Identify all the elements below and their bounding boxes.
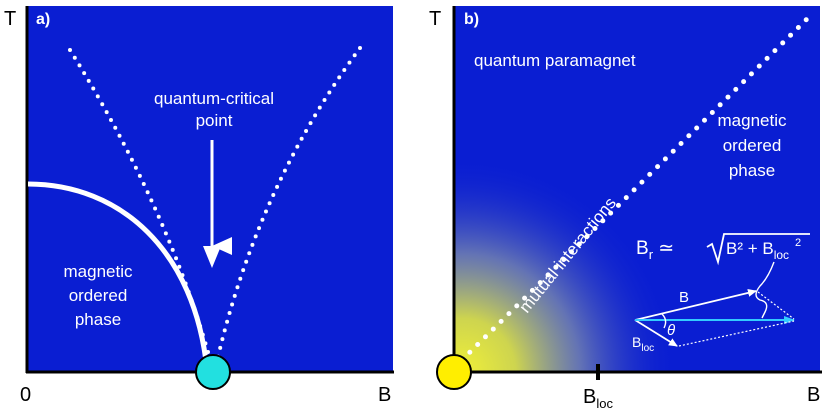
vector-b-arrow: [634, 288, 757, 321]
panel-b: T B Bloc b) mutual interactions quantum …: [429, 6, 822, 411]
panel-b-y-axis-label: T: [429, 8, 441, 30]
panel-a-qcp-label-line1: quantum-critical: [154, 89, 274, 108]
panel-a-phase-boundary-curve: [27, 181, 210, 371]
panel-a-background: [27, 6, 393, 372]
vector-bloc-label: Bloc: [632, 334, 654, 354]
angle-arc: [661, 313, 667, 329]
formula-radicand: B² + Bloc: [726, 239, 789, 262]
panel-a-y-axis-label: T: [4, 8, 16, 30]
panel-b-x-axis-label: B: [807, 384, 820, 406]
sqrt-sign-icon: [706, 233, 810, 266]
panel-a: T B 0 a) quantum-critical point magnetic…: [4, 6, 394, 406]
formula-superscript: 2: [795, 237, 801, 249]
panel-a-phase-label-line1: magnetic: [64, 262, 133, 281]
panel-a-tag: a): [36, 11, 50, 28]
panel-b-phase-label-line2: ordered: [723, 136, 782, 155]
panel-b-phase-label-line1: magnetic: [718, 111, 787, 130]
down-arrow-head: [203, 246, 221, 268]
panel-b-paramagnet-label: quantum paramagnet: [474, 51, 636, 70]
vector-bloc-dotted-parallel: [757, 291, 795, 320]
formula-lhs: Br ≃: [636, 238, 674, 262]
panel-b-phase-label-line3: phase: [729, 161, 775, 180]
angle-theta-label: θ: [667, 322, 675, 339]
panel-a-qcp-label-line2: point: [196, 111, 233, 130]
panel-b-formula: Br ≃ B² + Bloc 2: [636, 233, 810, 266]
panel-a-right-crossover-line: [213, 46, 362, 372]
panel-a-x-axis-label: B: [378, 384, 391, 406]
cyan-circle-icon: [195, 354, 231, 390]
yellow-circle-icon: [436, 354, 472, 390]
panel-a-phase-label-line2: ordered: [69, 286, 128, 305]
vector-diagram: B θ Bloc: [632, 288, 795, 354]
panel-b-tag: b): [464, 11, 479, 28]
panel-a-phase-label-line3: phase: [75, 310, 121, 329]
vector-bloc-arrow: [634, 319, 678, 347]
panel-b-bloc-tick-label: Bloc: [583, 386, 613, 411]
panel-a-x-origin-label: 0: [20, 384, 31, 406]
vector-b-label: B: [679, 289, 689, 306]
